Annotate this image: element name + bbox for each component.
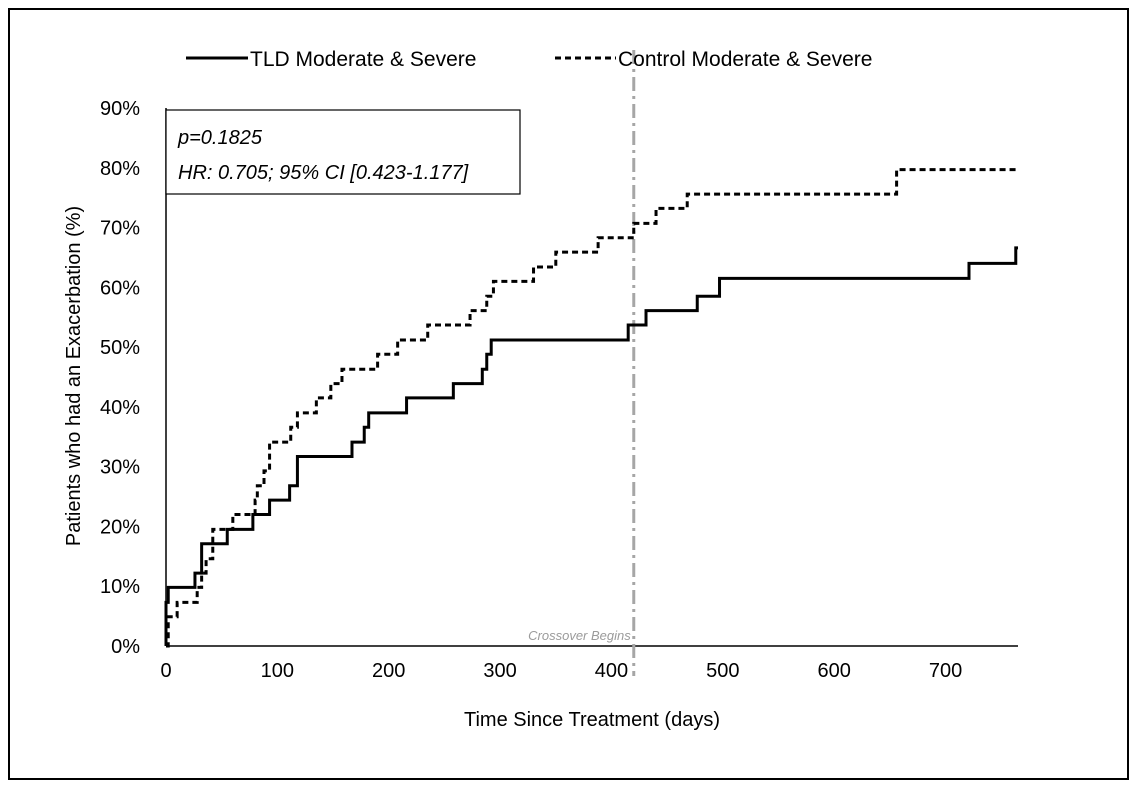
x-tick-label: 300 (483, 660, 516, 682)
x-tick-label: 700 (929, 660, 962, 682)
y-tick-label: 10% (100, 576, 140, 598)
y-tick-label: 70% (100, 218, 140, 240)
hazard-ratio: HR: 0.705; 95% CI [0.423-1.177] (178, 162, 469, 184)
x-tick-label: 500 (706, 660, 739, 682)
x-axis-title: Time Since Treatment (days) (464, 709, 720, 731)
stats-box-border (165, 109, 521, 195)
x-tick-label: 200 (372, 660, 405, 682)
y-tick-label: 90% (100, 98, 140, 120)
x-tick-label: 100 (261, 660, 294, 682)
series-layer (164, 168, 1018, 648)
x-tick-label: 600 (818, 660, 851, 682)
x-axis-ticks: 0 100 200 300 400 500 600 700 (160, 660, 962, 682)
x-tick-label: 0 (160, 660, 171, 682)
y-axis-title: Patients who had an Exacerbation (%) (63, 206, 85, 546)
legend-label-control: Control Moderate & Severe (618, 48, 872, 71)
y-tick-label: 30% (100, 457, 140, 479)
y-axis-ticks: 0% 10% 20% 30% 40% 50% 60% 70% 80% 90% (100, 98, 140, 658)
x-tick-label: 400 (595, 660, 628, 682)
series-line-control (166, 168, 1018, 648)
crossover-label: Crossover Begins (528, 628, 631, 643)
y-tick-label: 40% (100, 397, 140, 419)
p-value: p=0.1825 (177, 127, 263, 149)
legend: TLD Moderate & Severe Control Moderate &… (186, 48, 872, 71)
y-tick-label: 0% (111, 636, 140, 658)
stats-box: p=0.1825 HR: 0.705; 95% CI [0.423-1.177] (165, 109, 521, 195)
y-tick-label: 50% (100, 337, 140, 359)
y-tick-label: 20% (100, 516, 140, 538)
legend-label-tld: TLD Moderate & Severe (250, 48, 476, 71)
y-tick-label: 60% (100, 277, 140, 299)
series-line-tld (164, 246, 1018, 646)
y-tick-label: 80% (100, 158, 140, 180)
